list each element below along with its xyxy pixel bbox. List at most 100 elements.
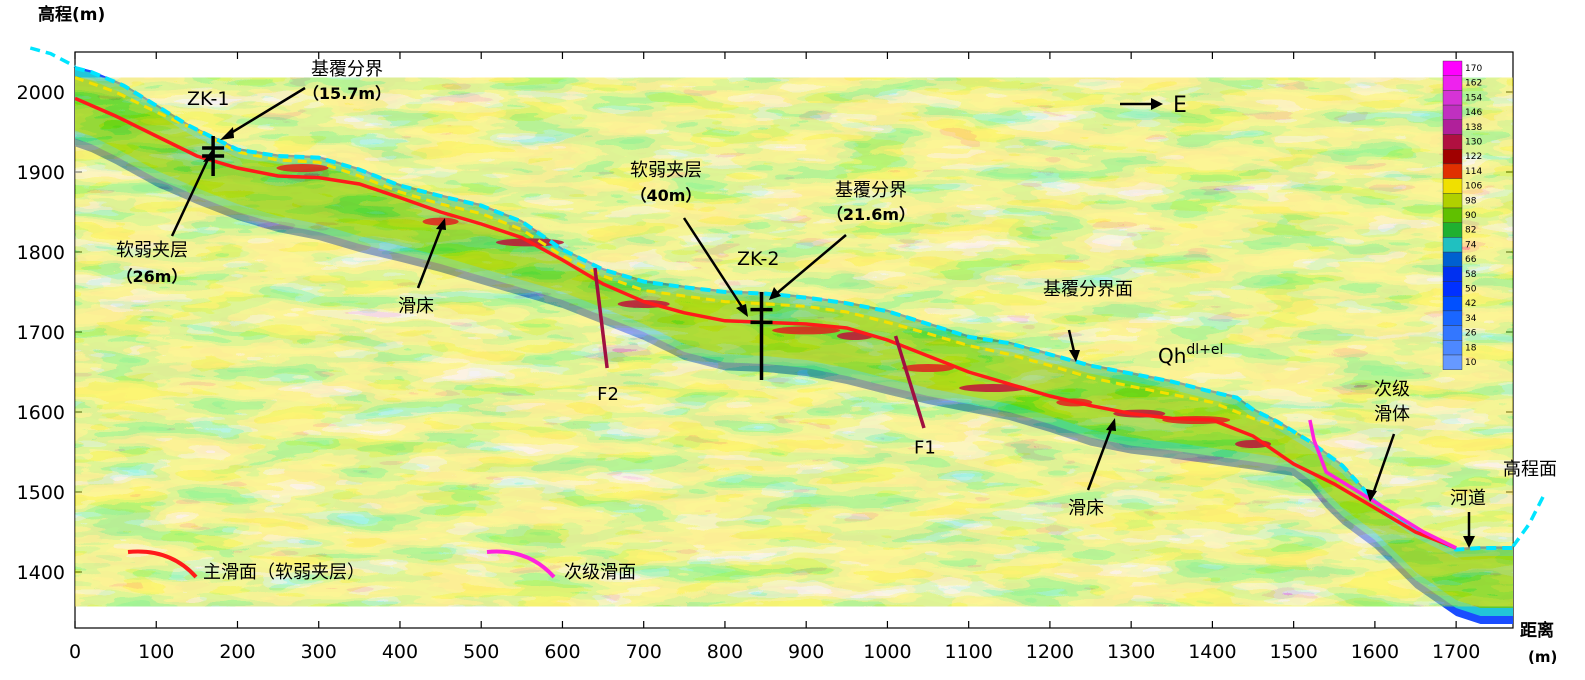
x-tick-label: 1500 (1269, 641, 1317, 663)
x-tick-label: 1200 (1026, 641, 1074, 663)
colorbar-tick-label: 66 (1465, 255, 1477, 265)
east-label: E (1173, 93, 1187, 118)
y-tick-label: 2000 (17, 82, 65, 104)
x-tick-label: 300 (301, 641, 337, 663)
colorbar-tick-label: 170 (1465, 64, 1482, 74)
annotation-labels: 基覆分界 （15.7m） 软弱夹层 （26m） 软弱夹层 （40m） 基覆分界 … (116, 59, 1557, 519)
colorbar-swatch (1442, 134, 1463, 150)
fault-f1-label: F1 (914, 438, 936, 459)
plot-frame (74, 51, 1514, 629)
colorbar-tick-label: 106 (1465, 182, 1482, 192)
legend-main-slip-swatch (127, 549, 198, 579)
zk2-weak-title: 软弱夹层 (630, 160, 702, 181)
legend-main-slip-label: 主滑面（软弱夹层） (203, 562, 365, 583)
colorbar-swatch (1442, 222, 1463, 238)
x-tick-label: 200 (219, 641, 255, 663)
colorbar-tick-label: 122 (1465, 152, 1482, 162)
y-tick-label: 1400 (17, 562, 65, 584)
x-tick-label: 400 (382, 641, 418, 663)
borehole-zk2 (750, 292, 773, 380)
y-tick-label: 1900 (17, 162, 65, 184)
colorbar-swatch (1442, 251, 1463, 268)
colorbar-tick-label: 50 (1465, 285, 1477, 295)
boundary-surface-label: 基覆分界面 (1043, 279, 1133, 300)
colorbar-tick-label: 26 (1465, 329, 1477, 339)
arrow-heads (203, 98, 1475, 548)
colorbar-swatch (1442, 237, 1463, 253)
fault-f1 (893, 335, 926, 429)
colorbar-tick-label: 146 (1465, 108, 1482, 118)
y-tick-label: 1800 (17, 242, 65, 264)
fault-f2 (593, 267, 609, 369)
x-tick-label: 1400 (1188, 641, 1236, 663)
colorbar-tick-label: 18 (1465, 343, 1477, 353)
colorbar-swatch (1442, 163, 1463, 179)
colorbar-swatch (1442, 60, 1463, 76)
x-tick-label: 500 (463, 641, 499, 663)
colorbar-tick-label: 10 (1465, 358, 1477, 368)
slip-bed-label-2: 滑床 (1068, 498, 1104, 519)
x-tick-label: 1700 (1432, 641, 1480, 663)
colorbar-swatch (1442, 178, 1463, 194)
y-tick-label: 1500 (17, 482, 65, 504)
borehole-zk2-label: ZK-2 (737, 248, 779, 270)
surface-line (75, 66, 1513, 552)
y-tick-label: 1600 (17, 402, 65, 424)
high-value-lens (902, 364, 955, 372)
colorbar-swatch (1442, 340, 1463, 356)
y-axis: 1400 1500 1600 1700 1800 1900 2000 (17, 82, 1513, 584)
colorbar-swatch (1442, 310, 1463, 326)
colorbar-swatch (1442, 281, 1463, 297)
bedrock-boundary-line (75, 76, 1319, 450)
elevation-surface-label: 高程面 (1503, 459, 1557, 480)
x-tick-label: 0 (69, 641, 81, 663)
borehole-zk1-label: ZK-1 (187, 88, 229, 110)
x-tick-label: 900 (788, 641, 824, 663)
secondary-body-line2: 滑体 (1374, 404, 1410, 425)
colorbar-tick-label: 162 (1465, 79, 1482, 89)
x-tick-label: 600 (544, 641, 580, 663)
secondary-body-line1: 次级 (1374, 379, 1410, 400)
river-label: 河道 (1450, 488, 1486, 509)
colorbar-swatch (1442, 119, 1463, 135)
legend-secondary-slip-swatch (486, 549, 556, 579)
elevation-line-right (1511, 491, 1548, 548)
colorbar-swatch (1442, 104, 1463, 120)
colorbar-tick-label: 90 (1465, 211, 1477, 221)
zk1-weak-depth: （26m） (117, 267, 188, 286)
x-tick-label: 1600 (1351, 641, 1399, 663)
fault-f2-label: F2 (597, 384, 619, 405)
zk2-weak-depth: （40m） (631, 186, 702, 205)
zk2-boundary-title: 基覆分界 (835, 180, 907, 201)
colorbar-tick-label: 130 (1465, 138, 1482, 148)
zk2-boundary-depth: （21.6m） (827, 205, 915, 224)
x-tick-label: 100 (138, 641, 174, 663)
colorbar-swatch (1442, 207, 1463, 223)
colorbar-tick-label: 114 (1465, 167, 1482, 177)
y-tick-label: 1700 (17, 322, 65, 344)
colorbar-swatch (1442, 90, 1463, 106)
qh-label: Qhdl+el (1158, 342, 1223, 368)
x-axis-title: 距离 (1520, 620, 1554, 641)
elevation-line-left (29, 46, 76, 68)
slip-bed-label-1: 滑床 (398, 296, 434, 317)
colorbar-swatch (1442, 325, 1463, 341)
x-tick-label: 1300 (1107, 641, 1155, 663)
colorbar-swatch (1442, 296, 1463, 312)
colorbar-tick-label: 42 (1465, 299, 1476, 309)
secondary-slip-surface (1308, 419, 1457, 550)
x-axis-unit: (m) (1528, 648, 1557, 666)
colorbar-tick-label: 138 (1465, 123, 1482, 133)
high-value-lens (422, 217, 459, 226)
colorbar-tick-label: 154 (1465, 93, 1482, 103)
colorbar-swatch (1442, 266, 1463, 282)
colorbar-tick-label: 34 (1465, 314, 1477, 324)
colorbar-swatch (1442, 148, 1463, 165)
colorbar-tick-label: 98 (1465, 196, 1477, 206)
x-tick-label: 1100 (944, 641, 992, 663)
x-axis: 0 100 200 300 400 500 600 700 800 900 1000 1100 1200… (69, 52, 1480, 663)
x-tick-label: 800 (707, 641, 743, 663)
colorbar-tick-label: 58 (1465, 270, 1477, 280)
legend: 主滑面（软弱夹层） 次级滑面 (127, 549, 636, 583)
